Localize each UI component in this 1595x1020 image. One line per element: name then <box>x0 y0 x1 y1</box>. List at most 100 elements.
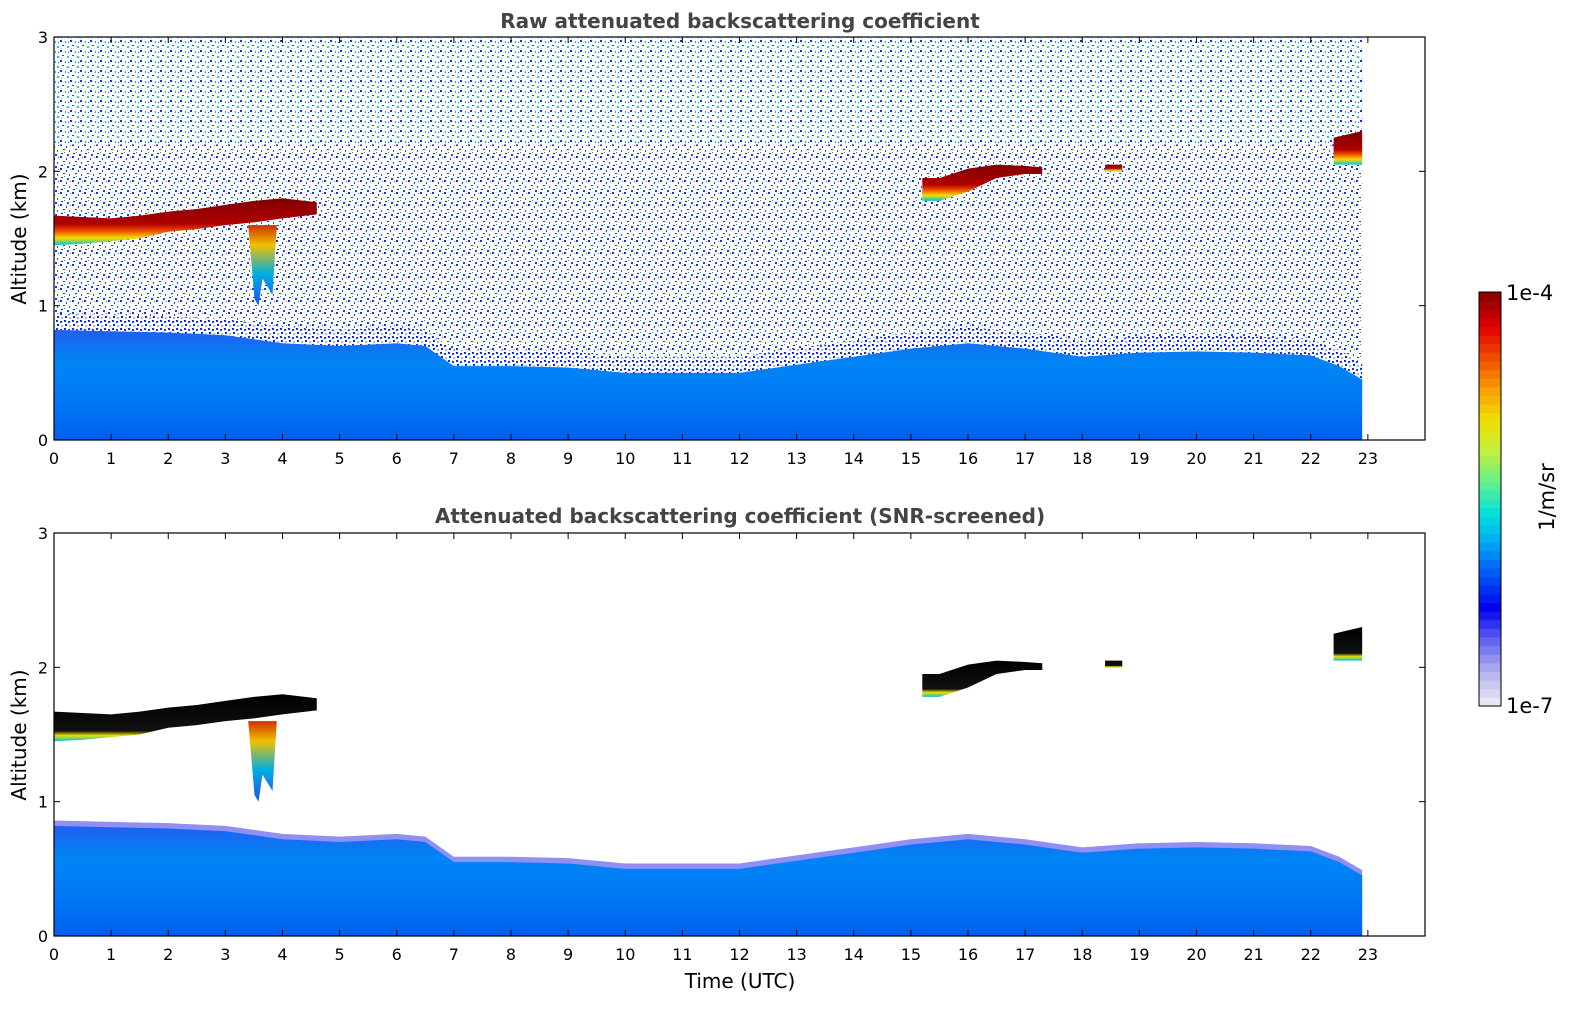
colorbar-step <box>1479 395 1501 405</box>
colorbar-step <box>1479 516 1501 526</box>
colorbar-step <box>1479 507 1501 517</box>
x-tick-label: 9 <box>563 945 573 964</box>
x-tick-label: 12 <box>729 945 749 964</box>
x-tick-label: 12 <box>729 449 749 468</box>
raw-backscatter-panel: Raw attenuated backscattering coefficien… <box>7 9 1426 468</box>
colorbar-step <box>1479 697 1501 707</box>
colorbar-step <box>1479 335 1501 345</box>
x-tick-label: 5 <box>335 945 345 964</box>
colorbar-step <box>1479 637 1501 647</box>
y-tick-label: 3 <box>38 28 48 47</box>
colorbar-step <box>1479 352 1501 362</box>
colorbar-max-label: 1e-4 <box>1506 281 1553 305</box>
x-tick-label: 2 <box>163 449 173 468</box>
colorbar-step <box>1479 568 1501 578</box>
x-tick-label: 3 <box>220 945 230 964</box>
virga-fallstreak <box>248 225 277 306</box>
cloud-layer <box>922 164 1043 201</box>
colorbar-step <box>1479 619 1501 629</box>
x-tick-label: 0 <box>49 449 59 468</box>
colorbar-step <box>1479 662 1501 672</box>
colorbar-step <box>1479 430 1501 440</box>
x-tick-label: 1 <box>106 449 116 468</box>
x-tick-label: 23 <box>1358 449 1378 468</box>
y-tick-label: 3 <box>38 524 48 543</box>
y-tick-label: 0 <box>38 927 48 946</box>
x-tick-label: 15 <box>901 449 921 468</box>
boundary-layer <box>54 329 1363 440</box>
snr-screened-panel: Attenuated backscattering coefficient (S… <box>7 504 1426 993</box>
x-tick-label: 21 <box>1243 945 1263 964</box>
x-tick-label: 7 <box>449 449 459 468</box>
colorbar-step <box>1479 473 1501 483</box>
x-tick-label: 4 <box>277 945 287 964</box>
x-tick-label: 13 <box>786 449 806 468</box>
colorbar-step <box>1479 412 1501 422</box>
colorbar-step <box>1479 550 1501 560</box>
colorbar-step <box>1479 671 1501 681</box>
cloud-layer <box>1333 131 1363 165</box>
y-tick-label: 2 <box>38 162 48 181</box>
plot-area <box>54 627 1363 936</box>
x-tick-label: 4 <box>277 449 287 468</box>
colorbar-step <box>1479 542 1501 552</box>
colorbar-step <box>1479 343 1501 353</box>
x-axis-label: Time (UTC) <box>684 969 796 993</box>
colorbar-step <box>1479 533 1501 543</box>
x-tick-label: 10 <box>615 945 635 964</box>
colorbar-step <box>1479 326 1501 336</box>
x-tick-label: 10 <box>615 449 635 468</box>
colorbar-step <box>1479 645 1501 655</box>
x-tick-label: 18 <box>1072 449 1092 468</box>
colorbar-step <box>1479 524 1501 534</box>
colorbar-step <box>1479 490 1501 500</box>
colorbar-step <box>1479 680 1501 690</box>
y-tick-label: 0 <box>38 431 48 450</box>
x-tick-label: 19 <box>1129 945 1149 964</box>
colorbar-step <box>1479 455 1501 465</box>
x-tick-label: 14 <box>844 945 864 964</box>
y-axis-label: Altitude (km) <box>7 173 31 304</box>
y-tick-label: 1 <box>38 297 48 316</box>
colorbar: 1e-4 1e-7 1/m/sr <box>1478 281 1559 718</box>
x-tick-label: 7 <box>449 945 459 964</box>
y-axis-label: Altitude (km) <box>7 669 31 800</box>
cloud-layer <box>922 660 1043 697</box>
x-tick-label: 22 <box>1301 449 1321 468</box>
x-tick-label: 6 <box>392 449 402 468</box>
colorbar-step <box>1479 585 1501 595</box>
colorbar-step <box>1479 464 1501 474</box>
x-tick-label: 16 <box>958 449 978 468</box>
colorbar-step <box>1479 688 1501 698</box>
chart-title: Raw attenuated backscattering coefficien… <box>500 9 980 33</box>
cloud-layer <box>1105 660 1123 668</box>
x-tick-label: 5 <box>335 449 345 468</box>
colorbar-step <box>1479 438 1501 448</box>
colorbar-frame <box>1478 291 1502 707</box>
axis-ticks: 0 1 2 3 4 5 6 7 8 9 10 11 12 13 14 15 16 17 18 19 20 21 22 2301… <box>38 524 1425 964</box>
x-tick-label: 16 <box>958 945 978 964</box>
x-tick-label: 15 <box>901 945 921 964</box>
colorbar-step <box>1479 628 1501 638</box>
x-tick-label: 17 <box>1015 945 1035 964</box>
colorbar-step <box>1479 499 1501 509</box>
x-tick-label: 20 <box>1186 945 1206 964</box>
x-tick-label: 19 <box>1129 449 1149 468</box>
x-tick-label: 2 <box>163 945 173 964</box>
colorbar-step <box>1479 404 1501 414</box>
chart-title: Attenuated backscattering coefficient (S… <box>435 504 1045 528</box>
colorbar-step <box>1479 361 1501 371</box>
axis-ticks: 0 1 2 3 4 5 6 7 8 9 10 11 12 13 14 15 16 17 18 19 20 21 22 2301… <box>38 28 1425 468</box>
x-tick-label: 20 <box>1186 449 1206 468</box>
colorbar-step <box>1479 654 1501 664</box>
x-tick-label: 14 <box>844 449 864 468</box>
colorbar-step <box>1479 602 1501 612</box>
colorbar-scale <box>1479 292 1501 707</box>
x-tick-label: 9 <box>563 449 573 468</box>
x-tick-label: 11 <box>672 945 692 964</box>
colorbar-step <box>1479 481 1501 491</box>
colorbar-step <box>1479 369 1501 379</box>
x-tick-label: 17 <box>1015 449 1035 468</box>
cloud-layer <box>54 694 317 742</box>
